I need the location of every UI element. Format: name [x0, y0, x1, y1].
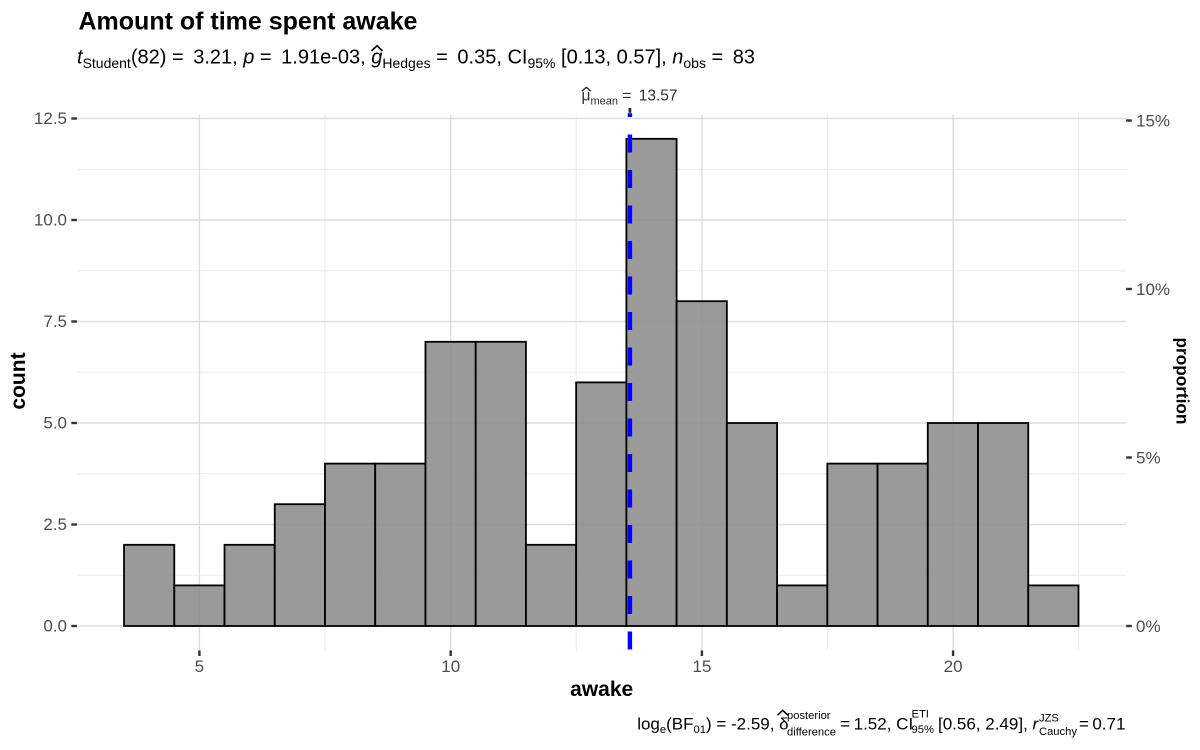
svg-text:= 1.52, CI: = 1.52, CI: [840, 715, 913, 734]
svg-text:2.5: 2.5: [43, 515, 67, 534]
svg-text:posterior: posterior: [787, 710, 831, 722]
svg-text:7.5: 7.5: [43, 312, 67, 331]
svg-text:loge(BF01) = -2.59, δ: loge(BF01) = -2.59, δ: [637, 715, 788, 737]
svg-text:= 0.71: = 0.71: [1079, 715, 1125, 734]
svg-text:20: 20: [944, 657, 963, 676]
svg-text:5.0: 5.0: [43, 414, 67, 433]
svg-text:Amount of time spent awake: Amount of time spent awake: [79, 8, 418, 36]
svg-text:difference: difference: [787, 727, 836, 739]
svg-text:15: 15: [692, 657, 711, 676]
svg-text:Cauchy: Cauchy: [1039, 726, 1077, 738]
svg-text:0%: 0%: [1136, 617, 1161, 636]
svg-text:10%: 10%: [1136, 280, 1170, 299]
svg-text:proportion: proportion: [1172, 338, 1192, 425]
svg-text:ETI: ETI: [912, 709, 929, 721]
svg-text:10: 10: [441, 657, 460, 676]
svg-text:count: count: [7, 352, 30, 409]
svg-text:12.5: 12.5: [34, 109, 67, 128]
svg-text:15%: 15%: [1136, 112, 1170, 131]
svg-text:5: 5: [195, 657, 204, 676]
svg-text:awake: awake: [570, 678, 633, 701]
svg-text:0.0: 0.0: [43, 617, 67, 636]
svg-text:10.0: 10.0: [34, 211, 67, 230]
svg-text:5%: 5%: [1136, 449, 1161, 468]
svg-text:[0.56, 2.49], r: [0.56, 2.49], r: [938, 715, 1040, 734]
svg-text:95%: 95%: [912, 724, 934, 736]
svg-text:JZS: JZS: [1039, 713, 1059, 725]
svg-text:tStudent(82) = 3.21, p = 1.9: tStudent(82) = 3.21, p = 1.91e-03, gHedg…: [77, 47, 755, 72]
